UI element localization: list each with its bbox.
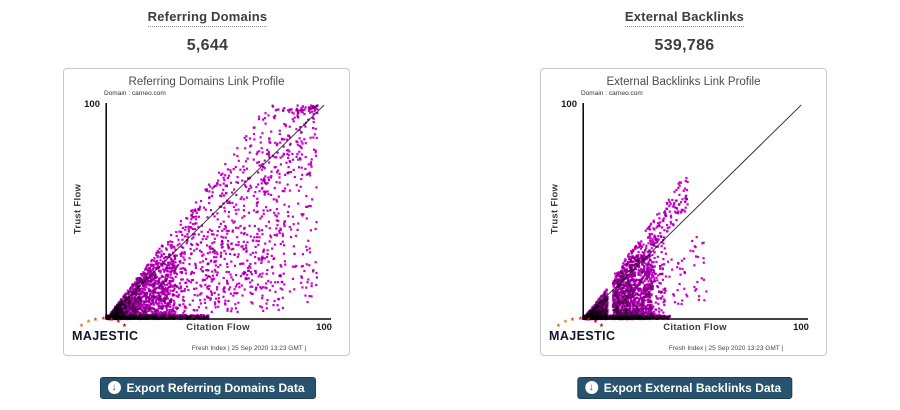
referring-domains-heading-wrap: Referring Domains bbox=[63, 8, 352, 27]
citation-flow-axis-label: Citation Flow bbox=[186, 322, 250, 333]
external-backlinks-panel: External Backlinks 539,786 External Back… bbox=[540, 0, 829, 410]
majestic-logo-text: MAJESTIC bbox=[72, 329, 139, 343]
star-icon: ★ bbox=[122, 323, 127, 329]
majestic-logo: ★ ★ ★ ★ ★ ★ ★ MAJESTIC bbox=[72, 316, 162, 351]
export-button-label: Export External Backlinks Data bbox=[603, 380, 782, 395]
external-backlinks-chart-card: External Backlinks Link Profile Domain :… bbox=[540, 68, 827, 356]
star-icon: ★ bbox=[86, 319, 91, 325]
citation-flow-axis-label: Citation Flow bbox=[663, 322, 727, 333]
export-external-backlinks-button[interactable]: ↓ Export External Backlinks Data bbox=[576, 377, 793, 399]
star-icon: ★ bbox=[101, 316, 106, 322]
star-icon: ★ bbox=[593, 319, 598, 325]
x-axis-max-label: 100 bbox=[316, 322, 332, 333]
fresh-index-note: Fresh Index | 25 Sep 2020 13:23 GMT | bbox=[191, 345, 307, 352]
export-button-label: Export Referring Domains Data bbox=[126, 380, 305, 395]
star-icon: ★ bbox=[109, 317, 114, 323]
star-icon: ★ bbox=[556, 323, 561, 329]
majestic-logo-stars: ★ ★ ★ ★ ★ ★ ★ bbox=[79, 316, 131, 329]
chart-title: Referring Domains Link Profile bbox=[128, 76, 285, 88]
y-axis-max-label: 100 bbox=[561, 99, 577, 110]
download-icon: ↓ bbox=[107, 381, 121, 394]
external-backlinks-heading[interactable]: External Backlinks bbox=[624, 9, 745, 27]
star-icon: ★ bbox=[578, 316, 583, 322]
trust-flow-axis-label: Trust Flow bbox=[72, 183, 84, 235]
chart-domain-label: Domain : carneo.com bbox=[104, 90, 166, 97]
star-icon: ★ bbox=[586, 317, 591, 323]
chart-domain-label: Domain : carneo.com bbox=[581, 90, 643, 97]
star-icon: ★ bbox=[570, 317, 575, 323]
trust-flow-axis-label: Trust Flow bbox=[549, 183, 561, 235]
chart-title: External Backlinks Link Profile bbox=[606, 76, 761, 88]
referring-domains-panel: Referring Domains 5,644 Referring Domain… bbox=[63, 0, 352, 410]
referring-domains-count: 5,644 bbox=[186, 37, 229, 54]
download-icon: ↓ bbox=[584, 381, 598, 394]
majestic-logo: ★ ★ ★ ★ ★ ★ ★ MAJESTIC bbox=[549, 316, 639, 351]
majestic-logo-text: MAJESTIC bbox=[549, 329, 616, 343]
external-backlinks-count: 539,786 bbox=[654, 37, 715, 54]
external-backlinks-scatter-plot bbox=[582, 103, 808, 321]
star-icon: ★ bbox=[599, 323, 604, 329]
y-axis-max-label: 100 bbox=[84, 99, 100, 110]
star-icon: ★ bbox=[79, 323, 84, 329]
star-icon: ★ bbox=[116, 319, 121, 325]
star-icon: ★ bbox=[563, 319, 568, 325]
majestic-logo-stars: ★ ★ ★ ★ ★ ★ ★ bbox=[556, 316, 608, 329]
referring-domains-chart-card: Referring Domains Link Profile Domain : … bbox=[63, 68, 350, 356]
fresh-index-note: Fresh Index | 25 Sep 2020 13:23 GMT | bbox=[668, 345, 784, 352]
x-axis-max-label: 100 bbox=[793, 322, 809, 333]
external-backlinks-heading-wrap: External Backlinks bbox=[540, 8, 829, 27]
referring-domains-heading[interactable]: Referring Domains bbox=[147, 9, 268, 27]
referring-domains-scatter-plot bbox=[105, 103, 331, 321]
export-referring-domains-button[interactable]: ↓ Export Referring Domains Data bbox=[99, 377, 316, 399]
star-icon: ★ bbox=[93, 317, 98, 323]
